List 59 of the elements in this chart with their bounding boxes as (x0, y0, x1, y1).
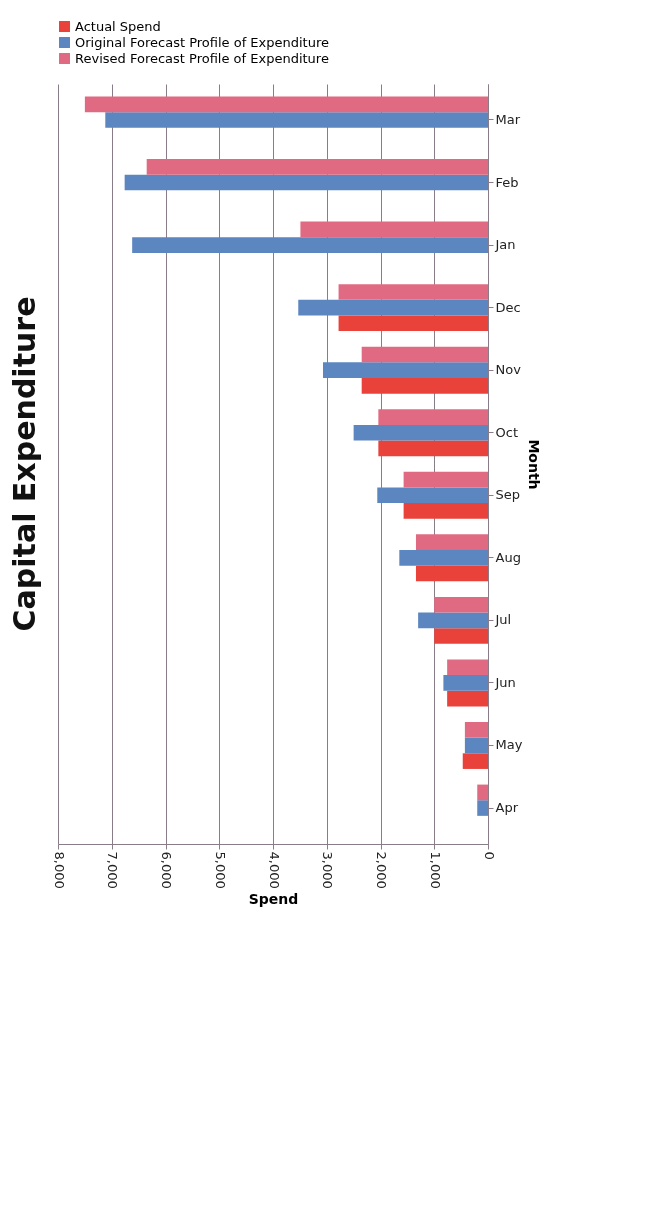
y-axis-title: Month (526, 439, 543, 490)
legend-label: Original Forecast Profile of Expenditure (75, 34, 330, 50)
y-tick-label: Sep (495, 487, 521, 503)
bar (361, 346, 488, 363)
bar (399, 550, 488, 566)
bar (464, 722, 488, 738)
bar (462, 753, 488, 769)
x-axis-title: Spend (248, 890, 299, 907)
bar (378, 409, 488, 425)
x-tick-label: 7,000 (105, 851, 121, 889)
y-tick-label: May (495, 737, 523, 753)
bar (124, 174, 488, 191)
bar (418, 612, 488, 629)
bar (132, 237, 488, 253)
y-tick-label: Feb (495, 174, 519, 190)
bar (403, 471, 488, 488)
y-tick-label: Apr (495, 800, 519, 816)
bar (477, 784, 488, 801)
bar (378, 440, 488, 457)
bar (298, 299, 488, 316)
bar (105, 112, 488, 128)
x-tick-label: 4,000 (266, 851, 282, 889)
legend-label: Actual Spend (75, 18, 161, 34)
x-tick-label: 0 (481, 851, 497, 860)
bar (443, 675, 488, 691)
y-tick-label: Dec (495, 299, 521, 315)
bar (434, 628, 488, 644)
bar (477, 800, 488, 816)
bar (415, 534, 488, 551)
y-tick-label: Jan (494, 237, 516, 253)
bar (377, 487, 488, 504)
x-tick-label: 8,000 (51, 851, 67, 889)
bar (353, 424, 488, 441)
bar (415, 565, 488, 582)
y-tick-label: Nov (495, 362, 522, 378)
bar (447, 690, 488, 707)
text: Capital Expenditure (7, 296, 42, 632)
bar (464, 737, 488, 754)
bar (447, 659, 488, 676)
bar (361, 377, 488, 394)
bar (300, 221, 488, 238)
bar (322, 362, 488, 378)
y-tick-label: Oct (495, 424, 518, 440)
bar (338, 315, 488, 332)
x-tick-label: 2,000 (374, 851, 389, 889)
legend-label: Revised Forecast Profile of Expenditure (75, 50, 329, 66)
y-tick-label: Aug (495, 549, 521, 565)
x-tick-label: 3,000 (320, 851, 336, 889)
bar (434, 596, 488, 613)
y-tick-label: Jun (494, 674, 516, 690)
bar (403, 503, 488, 519)
x-tick-label: 6,000 (159, 851, 174, 889)
bar (146, 159, 488, 175)
bar (84, 96, 488, 113)
bar (338, 284, 488, 300)
y-tick-label: Mar (495, 111, 521, 127)
x-tick-label: 1,000 (427, 851, 443, 889)
x-tick-label: 5,000 (212, 851, 228, 889)
y-tick-label: Jul (494, 612, 512, 628)
